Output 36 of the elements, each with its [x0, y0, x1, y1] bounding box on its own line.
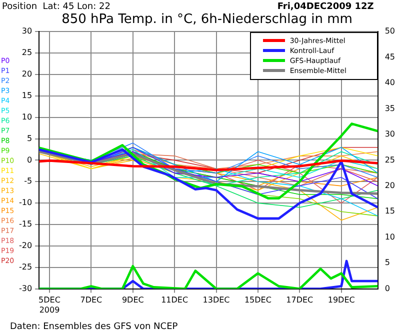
- y2-tick-label: 45: [384, 52, 396, 62]
- y2-tick-label: 30: [384, 130, 396, 139]
- x-tick-label: 11DEC: [161, 296, 188, 305]
- y-tick-label: 5: [26, 134, 32, 143]
- y-tick-label: 25: [22, 48, 32, 58]
- y-tick-label: 15: [22, 90, 32, 100]
- text: Fri,04DEC2009 12Z: [277, 2, 374, 12]
- chart-title: 850 hPa Temp. in °C, 6h-Niederschlag in mm: [62, 12, 352, 28]
- x-tick-label: 9DEC: [122, 296, 144, 305]
- y-tick-label: -20: [18, 241, 32, 250]
- x-tick-label: 13DEC: [202, 296, 230, 305]
- x-tick-label: 19DEC: [328, 296, 356, 305]
- y2-tick-label: 25: [384, 155, 396, 164]
- y2-tick-label: 5: [384, 258, 390, 268]
- y2-tick-label: 0: [384, 284, 390, 293]
- y2-tick-label: 50: [384, 26, 396, 36]
- y2-tick-label: 15: [384, 206, 396, 216]
- y-tick-label: 20: [22, 70, 32, 79]
- y-tick-label: -10: [18, 198, 32, 208]
- x-tick-label: 5DEC 2009: [38, 296, 61, 314]
- text: Position Lat: 45 Lon: 22: [2, 2, 110, 12]
- y2-tick-label: 40: [384, 78, 396, 88]
- y2-tick-label: 35: [384, 104, 396, 113]
- y-tick-label: -15: [18, 220, 32, 229]
- y-tick-label: 30: [22, 26, 32, 36]
- y-tick-label: 0: [26, 155, 32, 164]
- y-tick-label: -5: [24, 176, 32, 186]
- x-tick-label: 17DEC: [286, 296, 314, 305]
- y2-tick-label: 10: [384, 232, 396, 242]
- y2-tick-label: 20: [384, 181, 396, 190]
- y-tick-label: 10: [22, 112, 32, 122]
- y-tick-label: -25: [18, 262, 32, 272]
- text: Daten: Ensembles des GFS von NCEP: [10, 322, 178, 332]
- x-tick-label: 15DEC: [244, 296, 272, 305]
- x-tick-label: 7DEC: [80, 296, 103, 305]
- y-tick-label: -30: [18, 284, 32, 293]
